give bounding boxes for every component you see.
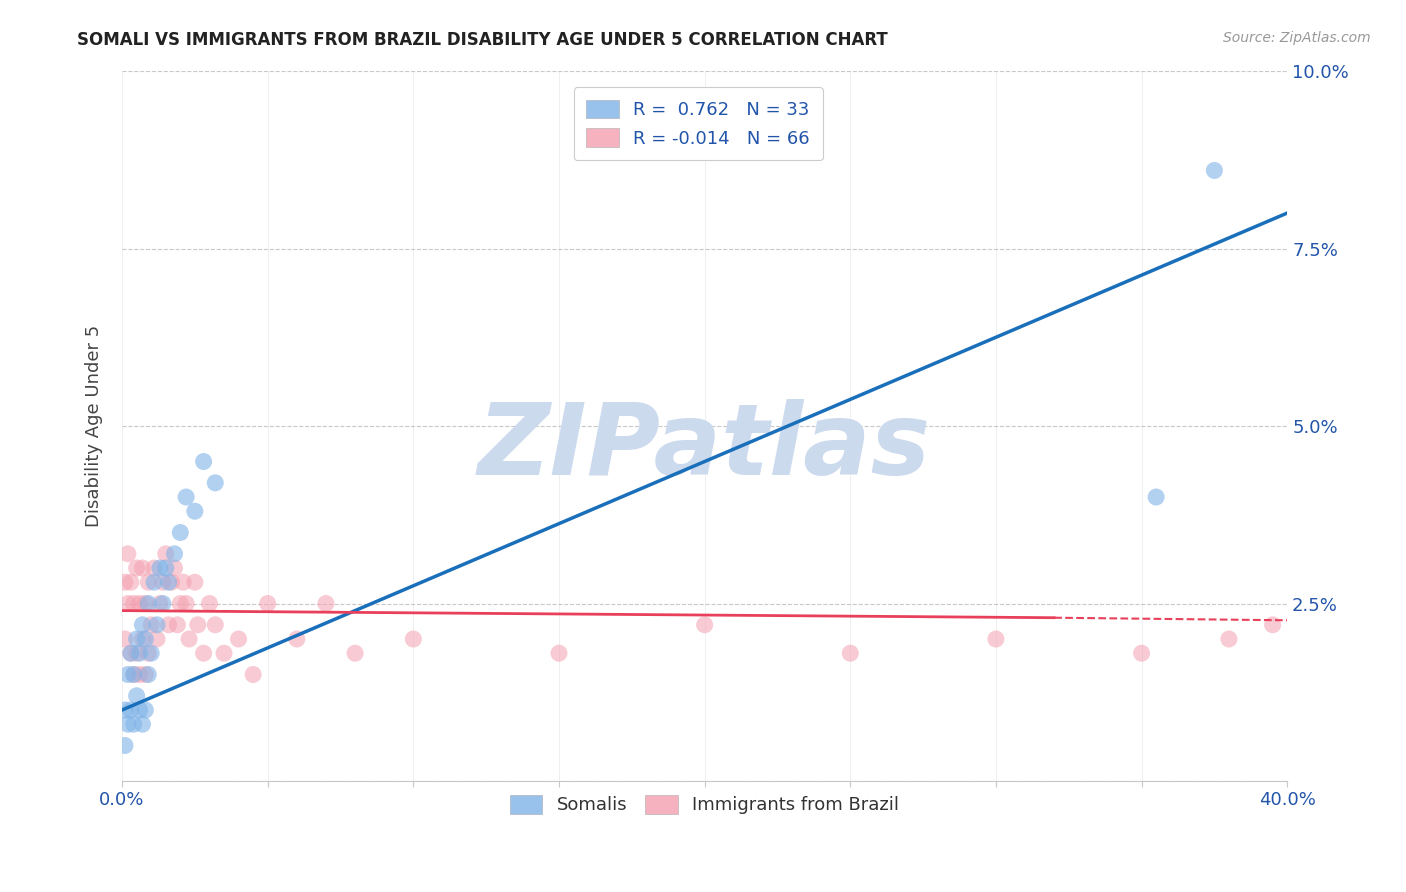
Point	[114, 739, 136, 753]
Point	[693, 617, 716, 632]
Point	[134, 632, 156, 646]
Legend: Somalis, Immigrants from Brazil: Somalis, Immigrants from Brazil	[499, 784, 910, 825]
Point	[315, 597, 337, 611]
Point	[193, 454, 215, 468]
Point	[155, 547, 177, 561]
Point	[122, 667, 145, 681]
Point	[120, 646, 142, 660]
Point	[125, 689, 148, 703]
Point	[285, 632, 308, 646]
Point	[174, 490, 197, 504]
Point	[125, 632, 148, 646]
Point	[122, 597, 145, 611]
Point	[136, 667, 159, 681]
Point	[114, 632, 136, 646]
Point	[157, 617, 180, 632]
Point	[157, 575, 180, 590]
Point	[169, 597, 191, 611]
Point	[163, 561, 186, 575]
Point	[172, 575, 194, 590]
Point	[117, 717, 139, 731]
Point	[212, 646, 235, 660]
Point	[117, 547, 139, 561]
Point	[120, 703, 142, 717]
Point	[152, 575, 174, 590]
Point	[193, 646, 215, 660]
Point	[120, 646, 142, 660]
Point	[117, 667, 139, 681]
Point	[1261, 617, 1284, 632]
Point	[120, 575, 142, 590]
Text: Source: ZipAtlas.com: Source: ZipAtlas.com	[1223, 31, 1371, 45]
Point	[122, 667, 145, 681]
Point	[256, 597, 278, 611]
Text: ZIPatlas: ZIPatlas	[478, 399, 931, 496]
Text: SOMALI VS IMMIGRANTS FROM BRAZIL DISABILITY AGE UNDER 5 CORRELATION CHART: SOMALI VS IMMIGRANTS FROM BRAZIL DISABIL…	[77, 31, 889, 49]
Point	[134, 597, 156, 611]
Point	[152, 597, 174, 611]
Point	[163, 547, 186, 561]
Point	[184, 575, 207, 590]
Point	[1144, 490, 1167, 504]
Point	[114, 703, 136, 717]
Point	[160, 575, 183, 590]
Point	[1218, 632, 1240, 646]
Point	[149, 597, 172, 611]
Point	[155, 561, 177, 575]
Point	[141, 646, 163, 660]
Point	[204, 475, 226, 490]
Point	[131, 617, 153, 632]
Point	[136, 597, 159, 611]
Point	[169, 525, 191, 540]
Point	[128, 646, 150, 660]
Point	[204, 617, 226, 632]
Point	[117, 597, 139, 611]
Point	[198, 597, 221, 611]
Point	[128, 703, 150, 717]
Point	[131, 632, 153, 646]
Point	[114, 575, 136, 590]
Point	[141, 617, 163, 632]
Point	[344, 646, 367, 660]
Point	[128, 597, 150, 611]
Point	[134, 667, 156, 681]
Point	[143, 561, 166, 575]
Point	[177, 632, 200, 646]
Point	[146, 632, 169, 646]
Point	[146, 617, 169, 632]
Point	[187, 617, 209, 632]
Point	[166, 617, 188, 632]
Point	[228, 632, 250, 646]
Point	[548, 646, 571, 660]
Point	[125, 561, 148, 575]
Point	[125, 646, 148, 660]
Point	[143, 575, 166, 590]
Point	[174, 597, 197, 611]
Point	[131, 561, 153, 575]
Point	[136, 575, 159, 590]
Point	[122, 717, 145, 731]
Point	[1204, 163, 1226, 178]
Point	[128, 667, 150, 681]
Point	[402, 632, 425, 646]
Point	[131, 717, 153, 731]
Point	[839, 646, 862, 660]
Y-axis label: Disability Age Under 5: Disability Age Under 5	[86, 325, 103, 527]
Point	[984, 632, 1007, 646]
Point	[149, 561, 172, 575]
Point	[1130, 646, 1153, 660]
Point	[136, 646, 159, 660]
Point	[242, 667, 264, 681]
Point	[184, 504, 207, 518]
Point	[134, 703, 156, 717]
